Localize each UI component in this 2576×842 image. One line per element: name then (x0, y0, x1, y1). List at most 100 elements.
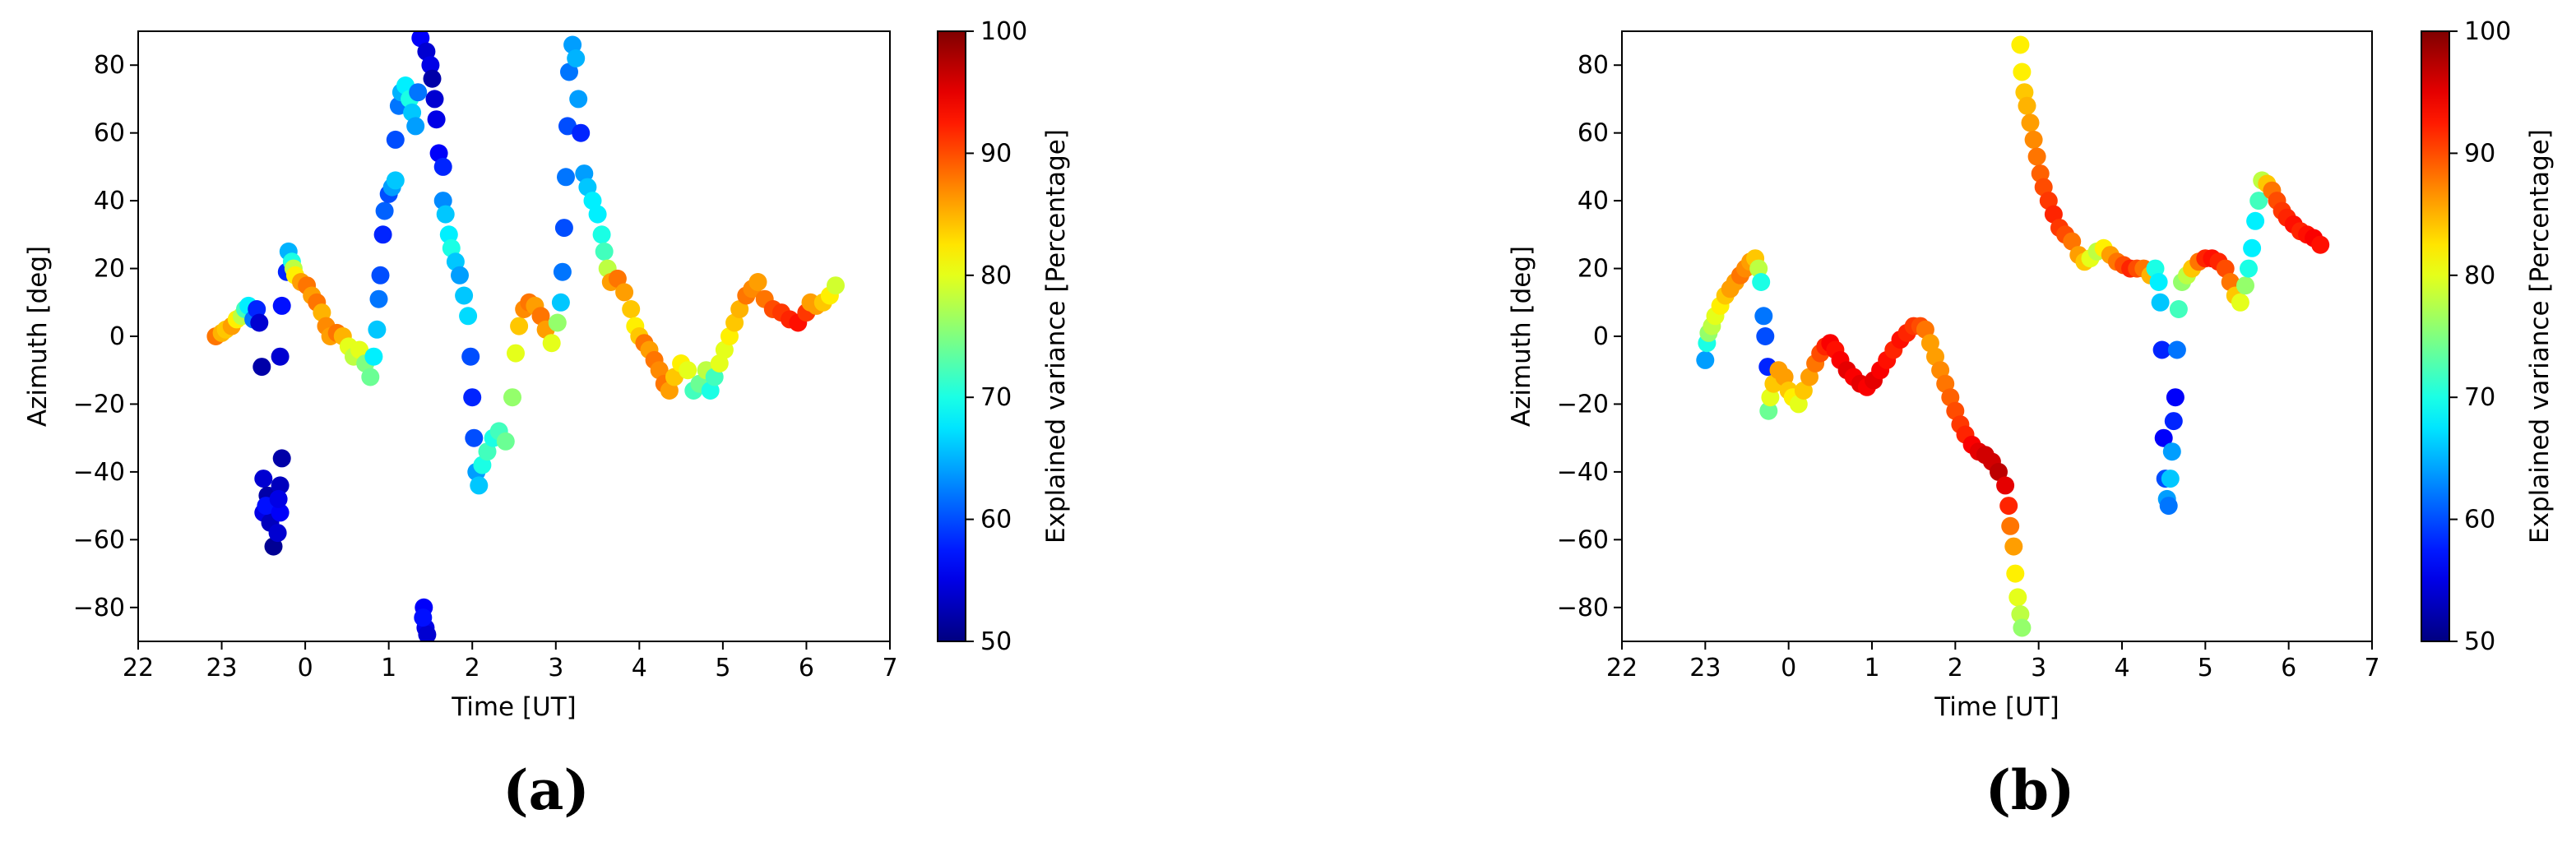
data-point (1754, 307, 1773, 326)
data-point (710, 354, 729, 372)
data-point (701, 382, 720, 400)
data-point (2027, 147, 2046, 166)
data-point (510, 317, 529, 335)
data-point (608, 269, 627, 288)
data-point (1996, 476, 2015, 495)
data-point (427, 110, 446, 129)
data-point (2039, 192, 2058, 210)
data-point (433, 157, 452, 176)
x-tick-label: 6 (799, 654, 814, 682)
data-point (433, 192, 452, 210)
data-point (2063, 232, 2082, 251)
y-tick-label: −80 (1557, 594, 1609, 622)
data-point (1775, 368, 1794, 386)
y-tick-label: −20 (73, 390, 125, 419)
data-point (250, 313, 269, 332)
colorbar-tick-label: 90 (2464, 139, 2495, 168)
y-tick-label: −40 (1557, 458, 1609, 487)
y-tick-label: 80 (94, 51, 125, 80)
colorbar-tick-label: 100 (980, 17, 1027, 46)
data-point (271, 476, 290, 495)
data-point (417, 42, 436, 61)
data-point (558, 117, 577, 136)
y-tick-label: −60 (1557, 525, 1609, 554)
data-point (2167, 340, 2186, 359)
data-point (2231, 293, 2249, 312)
y-tick-label: −80 (73, 594, 125, 622)
plot-frame (1621, 30, 2373, 642)
colorbar-tick-label: 90 (980, 139, 1012, 168)
data-point (371, 266, 390, 285)
data-point (1990, 462, 2008, 481)
data-point (2006, 564, 2025, 583)
x-axis-label: Time [UT] (1934, 692, 2059, 722)
data-point (2169, 300, 2188, 318)
data-point (364, 347, 383, 366)
data-point (1749, 259, 1768, 278)
data-point (264, 537, 283, 556)
x-tick-label: 6 (2281, 654, 2296, 682)
data-point (2162, 442, 2181, 461)
data-point (269, 489, 288, 508)
data-point (503, 388, 521, 407)
y-tick-label: 0 (1593, 322, 1609, 351)
data-point (720, 327, 739, 345)
data-point (748, 273, 767, 291)
data-point (551, 293, 570, 312)
data-point (563, 35, 582, 54)
y-tick-label: 60 (94, 119, 125, 148)
data-point (253, 358, 271, 377)
data-point (2031, 164, 2050, 183)
x-axis-label: Time [UT] (451, 692, 577, 722)
data-point (665, 368, 683, 386)
data-point (679, 361, 697, 380)
x-tick-label: 3 (2031, 654, 2046, 682)
colorbar-tick-label: 80 (2464, 261, 2495, 290)
data-point (268, 524, 287, 543)
data-point (2221, 273, 2240, 291)
x-tick-label: 22 (123, 654, 154, 682)
x-tick-label: 0 (298, 654, 313, 682)
data-point (567, 49, 586, 67)
data-point (442, 238, 461, 257)
data-point (409, 83, 428, 102)
data-point (554, 219, 573, 238)
x-tick-label: 1 (381, 654, 396, 682)
data-point (271, 503, 290, 522)
data-point (531, 307, 550, 326)
data-points (206, 31, 845, 641)
data-point (595, 242, 614, 261)
data-point (2044, 205, 2063, 224)
data-point (1794, 382, 1813, 400)
x-tick-label: 23 (1689, 654, 1721, 682)
data-point (1759, 401, 1778, 420)
data-point (2246, 211, 2265, 230)
data-point (2013, 62, 2032, 81)
data-point (2154, 428, 2173, 447)
y-tick-label: 80 (1578, 51, 1609, 80)
colorbar-label: Explained variance [Percentage] (1041, 129, 1071, 544)
data-point (496, 432, 515, 451)
data-point (578, 178, 597, 197)
y-tick-label: −60 (73, 525, 125, 554)
colorbar-tick-label: 50 (980, 627, 1012, 656)
data-point (2011, 35, 2030, 54)
y-tick-label: −40 (73, 458, 125, 487)
data-point (436, 205, 455, 224)
data-point (2018, 96, 2036, 115)
data-point (425, 90, 444, 109)
data-point (1926, 347, 1944, 366)
data-point (463, 388, 482, 407)
plot-frame (137, 30, 891, 642)
y-tick-label: 40 (94, 187, 125, 215)
data-point (1936, 374, 1955, 393)
data-point (373, 225, 392, 244)
data-point (446, 252, 465, 271)
data-point (1752, 273, 1771, 291)
data-point (375, 201, 394, 220)
x-tick-label: 7 (2364, 654, 2379, 682)
data-point (439, 225, 458, 244)
data-point (2249, 192, 2268, 210)
data-point (272, 296, 291, 315)
data-point (1800, 368, 1818, 386)
